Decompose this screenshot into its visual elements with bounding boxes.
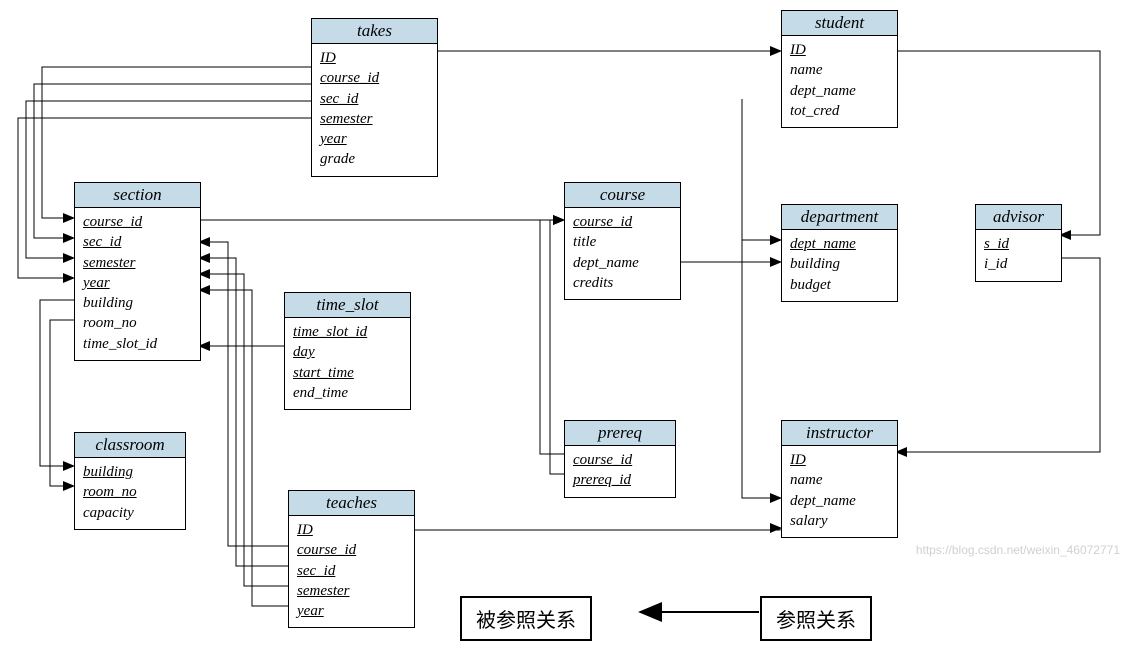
edge <box>199 274 288 586</box>
entity-body: IDnamedept_namesalary <box>782 446 897 537</box>
attr: room_no <box>83 482 177 502</box>
entity-title: teaches <box>289 491 414 516</box>
entity-body: time_slot_iddaystart_timeend_time <box>285 318 410 409</box>
attr: time_slot_id <box>293 322 402 342</box>
watermark: https://blog.csdn.net/weixin_46072771 <box>916 543 1120 557</box>
entity-course: coursecourse_idtitledept_namecredits <box>564 182 681 300</box>
entity-body: dept_namebuildingbudget <box>782 230 897 301</box>
attr: dept_name <box>790 81 889 101</box>
edge <box>50 320 74 486</box>
attr: course_id <box>573 450 667 470</box>
entity-department: departmentdept_namebuildingbudget <box>781 204 898 302</box>
entity-body: s_idi_id <box>976 230 1061 281</box>
entity-body: course_idtitledept_namecredits <box>565 208 680 299</box>
attr: course_id <box>297 540 406 560</box>
attr: sec_id <box>297 561 406 581</box>
attr: dept_name <box>790 491 889 511</box>
edge <box>742 99 781 240</box>
attr: credits <box>573 273 672 293</box>
legend-source-text: 参照关系 <box>776 610 856 632</box>
legend-target-text: 被参照关系 <box>476 610 576 632</box>
entity-body: course_idsec_idsemesteryearbuildingroom_… <box>75 208 200 360</box>
entity-title: time_slot <box>285 293 410 318</box>
attr: ID <box>790 40 889 60</box>
attr: time_slot_id <box>83 334 192 354</box>
attr: name <box>790 60 889 80</box>
attr: building <box>83 462 177 482</box>
attr: sec_id <box>320 89 429 109</box>
attr: title <box>573 232 672 252</box>
attr: i_id <box>984 254 1053 274</box>
entity-prereq: prereqcourse_idprereq_id <box>564 420 676 498</box>
attr: s_id <box>984 234 1053 254</box>
attr: ID <box>320 48 429 68</box>
attr: course_id <box>573 212 672 232</box>
attr: salary <box>790 511 889 531</box>
entity-body: IDcourse_idsec_idsemesteryear <box>289 516 414 627</box>
entity-title: prereq <box>565 421 675 446</box>
attr: ID <box>297 520 406 540</box>
attr: semester <box>83 253 192 273</box>
edge <box>40 300 74 466</box>
attr: budget <box>790 275 889 295</box>
entity-title: classroom <box>75 433 185 458</box>
entity-title: department <box>782 205 897 230</box>
attr: semester <box>320 109 429 129</box>
edge <box>550 220 564 474</box>
attr: sec_id <box>83 232 192 252</box>
er-diagram: { "diagram": { "type": "er-diagram", "ba… <box>0 0 1136 669</box>
entity-classroom: classroombuildingroom_nocapacity <box>74 432 186 530</box>
legend-source: 参照关系 <box>760 596 872 641</box>
edge <box>896 258 1100 452</box>
attr: semester <box>297 581 406 601</box>
entity-body: IDnamedept_nametot_cred <box>782 36 897 127</box>
attr: year <box>320 129 429 149</box>
entity-title: instructor <box>782 421 897 446</box>
attr: course_id <box>320 68 429 88</box>
edge <box>199 258 288 566</box>
entity-body: IDcourse_idsec_idsemesteryeargrade <box>312 44 437 176</box>
attr: course_id <box>83 212 192 232</box>
entity-title: section <box>75 183 200 208</box>
attr: year <box>83 273 192 293</box>
attr: year <box>297 601 406 621</box>
attr: capacity <box>83 503 177 523</box>
entity-teaches: teachesIDcourse_idsec_idsemesteryear <box>288 490 415 628</box>
entity-advisor: advisors_idi_id <box>975 204 1062 282</box>
entity-section: sectioncourse_idsec_idsemesteryearbuildi… <box>74 182 201 361</box>
attr: room_no <box>83 313 192 333</box>
attr: day <box>293 342 402 362</box>
entity-takes: takesIDcourse_idsec_idsemesteryeargrade <box>311 18 438 177</box>
entity-instructor: instructorIDnamedept_namesalary <box>781 420 898 538</box>
edge <box>742 240 781 498</box>
entity-title: takes <box>312 19 437 44</box>
entity-title: student <box>782 11 897 36</box>
attr: name <box>790 470 889 490</box>
attr: building <box>790 254 889 274</box>
entity-title: advisor <box>976 205 1061 230</box>
entity-body: course_idprereq_id <box>565 446 675 497</box>
attr: prereq_id <box>573 470 667 490</box>
entity-body: buildingroom_nocapacity <box>75 458 185 529</box>
entity-time_slot: time_slottime_slot_iddaystart_timeend_ti… <box>284 292 411 410</box>
entity-student: studentIDnamedept_nametot_cred <box>781 10 898 128</box>
attr: dept_name <box>790 234 889 254</box>
attr: start_time <box>293 363 402 383</box>
attr: building <box>83 293 192 313</box>
edge <box>199 290 288 606</box>
attr: tot_cred <box>790 101 889 121</box>
legend-target: 被参照关系 <box>460 596 592 641</box>
edge <box>199 242 288 546</box>
edge <box>540 220 564 454</box>
attr: dept_name <box>573 253 672 273</box>
entity-title: course <box>565 183 680 208</box>
edge <box>413 528 781 530</box>
attr: ID <box>790 450 889 470</box>
attr: grade <box>320 149 429 169</box>
attr: end_time <box>293 383 402 403</box>
